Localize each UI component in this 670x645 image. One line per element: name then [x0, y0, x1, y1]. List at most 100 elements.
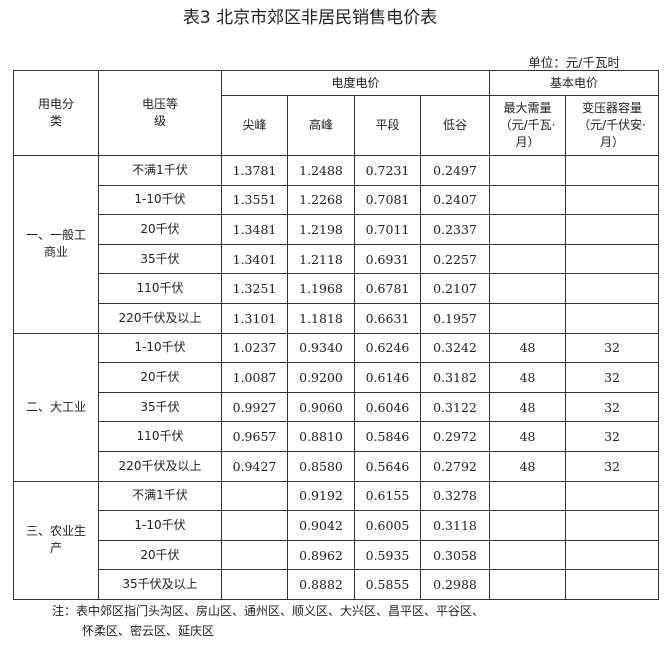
max-demand-cell: 48 [489, 450, 567, 482]
table-row: 35千伏 1.3401 1.2118 0.6931 0.2257 [14, 243, 660, 275]
max-demand-cell: 48 [489, 391, 567, 423]
valley-cell: 0.3122 [419, 391, 491, 423]
peak-high-cell: 0.9200 [287, 362, 355, 393]
max-demand-cell [489, 214, 567, 245]
table-row: 1-10千伏 0.9042 0.6005 0.3118 [14, 510, 660, 541]
peak-high-cell: 1.1818 [287, 302, 355, 334]
flat-cell: 0.7081 [354, 184, 421, 216]
peak-high-cell: 1.2488 [287, 155, 355, 186]
peak-sharp-cell: 1.3551 [221, 184, 288, 216]
flat-cell: 0.6155 [354, 480, 421, 512]
voltage-cell: 220千伏及以上 [98, 450, 222, 482]
max-demand-cell [489, 569, 567, 600]
transformer-capacity-cell [565, 273, 660, 304]
peak-sharp-cell: 1.3481 [221, 214, 288, 245]
unit-label: 单位：元/千瓦时 [528, 55, 620, 70]
footnote-line-2: 怀柔区、密云区、延庆区 [82, 624, 215, 638]
peak-sharp-cell: 1.3251 [221, 273, 288, 304]
transformer-capacity-cell [565, 569, 660, 600]
peak-high-cell: 1.2198 [287, 214, 355, 245]
voltage-cell: 不满1千伏 [98, 155, 222, 186]
valley-cell: 0.3242 [419, 332, 491, 364]
flat-cell: 0.6781 [354, 273, 421, 304]
peak-high-cell: 0.8580 [287, 450, 355, 482]
voltage-cell: 35千伏 [98, 391, 222, 423]
header-peak-sharp: 尖峰 [221, 95, 288, 156]
valley-cell: 0.3278 [419, 480, 491, 512]
category-cell: 一、一般工商业 [13, 155, 99, 334]
max-demand-cell [489, 480, 567, 512]
voltage-cell: 110千伏 [98, 421, 222, 452]
flat-cell: 0.5855 [354, 569, 421, 600]
valley-cell: 0.3182 [419, 362, 491, 393]
max-demand-cell [489, 273, 567, 304]
max-demand-cell: 48 [489, 332, 567, 364]
table-title: 表3 北京市郊区非居民销售电价表 [182, 8, 438, 28]
peak-high-cell: 0.8882 [287, 569, 355, 600]
transformer-capacity-cell [565, 539, 660, 571]
valley-cell: 0.2972 [419, 421, 491, 452]
max-demand-cell [489, 184, 567, 216]
header-energy-price: 电度电价 [220, 70, 491, 96]
peak-high-cell: 0.9340 [287, 332, 355, 364]
table-row: 1-10千伏 1.3551 1.2268 0.7081 0.2407 [14, 184, 660, 216]
flat-cell: 0.5646 [354, 450, 421, 482]
flat-cell: 0.7231 [354, 155, 421, 186]
transformer-capacity-cell [565, 480, 660, 512]
transformer-capacity-cell: 32 [565, 391, 660, 423]
voltage-cell: 20千伏 [98, 539, 222, 571]
footnote-line-1: 注：表中郊区指门头沟区、房山区、通州区、顺义区、大兴区、昌平区、平谷区、 [52, 604, 485, 618]
flat-cell: 0.6631 [354, 302, 421, 334]
table-body: 一、一般工商业 不满1千伏 1.3781 1.2488 0.7231 0.2497 1-10… [13, 155, 660, 600]
valley-cell: 0.1957 [419, 302, 491, 334]
valley-cell: 0.2792 [419, 450, 491, 482]
transformer-capacity-cell [565, 510, 660, 541]
peak-sharp-cell: 1.3401 [221, 243, 288, 275]
table-row: 20千伏 1.0087 0.9200 0.6146 0.3182 48 32 [14, 362, 660, 393]
transformer-capacity-cell: 32 [565, 362, 660, 393]
peak-sharp-cell: 0.9927 [221, 391, 288, 423]
table-row: 35千伏及以上 0.8882 0.5855 0.2988 [14, 569, 660, 600]
table-row: 110千伏 0.9657 0.8810 0.5846 0.2972 48 32 [14, 421, 660, 452]
voltage-cell: 20千伏 [98, 362, 222, 393]
transformer-capacity-cell [565, 155, 660, 186]
flat-cell: 0.6046 [354, 391, 421, 423]
transformer-capacity-cell: 32 [565, 450, 660, 482]
header-category: 用电分类 [13, 70, 99, 156]
peak-sharp-cell [221, 480, 288, 512]
transformer-capacity-cell: 32 [565, 332, 660, 364]
peak-sharp-cell: 0.9657 [221, 421, 288, 452]
table-row: 20千伏 1.3481 1.2198 0.7011 0.2337 [14, 214, 660, 245]
peak-high-cell: 1.2118 [287, 243, 355, 275]
valley-cell: 0.2337 [419, 214, 491, 245]
max-demand-cell: 48 [489, 362, 567, 393]
header-flat: 平段 [354, 95, 421, 156]
flat-cell: 0.6931 [354, 243, 421, 275]
table-row: 110千伏 1.3251 1.1968 0.6781 0.2107 [14, 273, 660, 304]
voltage-cell: 1-10千伏 [98, 510, 222, 541]
peak-high-cell: 0.8810 [287, 421, 355, 452]
valley-cell: 0.2497 [419, 155, 491, 186]
header-max-demand: 最大需量（元/千瓦·月） [489, 95, 567, 156]
footnote: 注：表中郊区指门头沟区、房山区、通州区、顺义区、大兴区、昌平区、平谷区、 怀柔区… [52, 601, 632, 641]
max-demand-cell [489, 510, 567, 541]
peak-sharp-cell [221, 539, 288, 571]
max-demand-cell [489, 155, 567, 186]
max-demand-cell [489, 539, 567, 571]
header-valley: 低谷 [419, 95, 491, 156]
table-row: 220千伏及以上 0.9427 0.8580 0.5646 0.2792 48 32 [14, 450, 660, 482]
valley-cell: 0.2257 [419, 243, 491, 275]
header-voltage: 电压等级 [98, 70, 222, 156]
peak-sharp-cell: 1.0087 [221, 362, 288, 393]
peak-sharp-cell: 1.3781 [221, 155, 288, 186]
valley-cell: 0.3058 [419, 539, 491, 571]
price-table: 用电分类 电压等级 电度电价 基本电价 尖峰 高峰 平段 低谷 最大需量（元/千… [13, 70, 660, 600]
transformer-capacity-cell: 32 [565, 421, 660, 452]
table-row: 一、一般工商业 不满1千伏 1.3781 1.2488 0.7231 0.2497 [13, 155, 660, 334]
table-row: 20千伏 0.8962 0.5935 0.3058 [14, 539, 660, 571]
table-row: 220千伏及以上 1.3101 1.1818 0.6631 0.1957 [14, 302, 660, 334]
transformer-capacity-cell [565, 302, 660, 334]
valley-cell: 0.3118 [419, 510, 491, 541]
voltage-cell: 220千伏及以上 [98, 302, 222, 334]
voltage-cell: 不满1千伏 [98, 480, 222, 512]
